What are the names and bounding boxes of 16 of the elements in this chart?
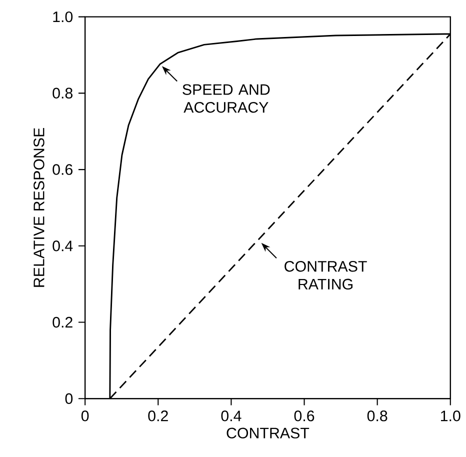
x-axis-title: CONTRAST [226,428,310,438]
annotation: SPEED AND ACCURACY [182,84,270,113]
x-tick-label: 0.2 [148,410,168,422]
x-tick-label: 0 [81,410,89,422]
y-tick-label: 0.2 [52,316,72,328]
annotation: CONTRAST RATING [284,260,367,290]
x-tick-label: 0.6 [294,410,314,422]
x-tick-label: 1.0 [441,410,460,422]
y-tick-label: 0.8 [52,88,72,99]
y-axis-title: RELATIVE RESPONSE [34,128,44,287]
y-tick-label: 1.0 [53,11,73,22]
y-tick-label: 0.6 [52,164,72,175]
x-tick-label: 0.8 [367,410,388,422]
y-tick-label: 0.4 [52,240,73,252]
y-tick-label: 0 [65,393,73,404]
x-tick-label: 0.4 [221,410,242,422]
